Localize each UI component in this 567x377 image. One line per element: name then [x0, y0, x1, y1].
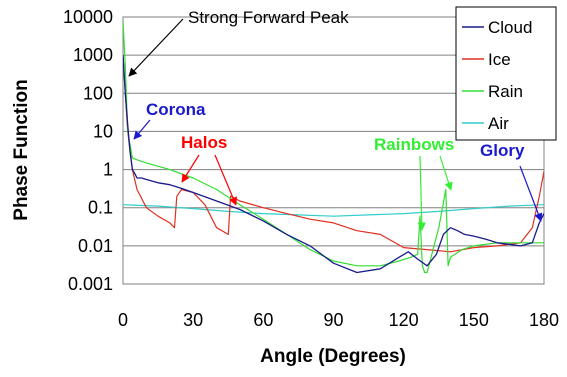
annotation-arrow	[133, 119, 151, 140]
annotation-arrow	[181, 154, 200, 183]
plot-frame	[122, 16, 545, 285]
annotation-arrow	[417, 155, 426, 231]
grid-layer	[123, 16, 544, 285]
x-axis-title: Angle (Degrees)	[260, 346, 406, 367]
annotation-label: Glory	[480, 141, 525, 160]
annotation-arrow	[214, 154, 237, 206]
legend-label-air: Air	[488, 114, 509, 133]
x-tick-label: 30	[183, 310, 203, 330]
x-tick-label: 90	[323, 310, 343, 330]
y-tick-label: 0.01	[78, 236, 113, 256]
legend: Cloud Ice Rain Air	[455, 6, 557, 141]
annotation-arrow	[519, 165, 543, 222]
y-tick-label: 1000	[73, 45, 113, 65]
annotation-label: Halos	[181, 133, 227, 152]
y-tick-label: 1	[103, 160, 113, 180]
y-tick-label: 10000	[63, 7, 113, 27]
legend-label-ice: Ice	[488, 50, 511, 69]
series-line-cloud	[123, 55, 544, 274]
y-axis-title: Phase Function	[11, 79, 32, 220]
x-tick-labels: 0 30 60 90 120 150 180	[118, 310, 559, 330]
annotation-layer: Strong Forward Peak Corona Halos Rainbows Gl…	[128, 8, 543, 231]
legend-box	[455, 6, 557, 141]
y-tick-label: 100	[83, 83, 113, 103]
x-tick-label: 0	[118, 310, 128, 330]
x-tick-label: 150	[459, 310, 489, 330]
series-line-air	[123, 204, 544, 217]
x-tick-label: 120	[389, 310, 419, 330]
legend-label-rain: Rain	[488, 82, 523, 101]
annotation-label: Corona	[146, 100, 206, 119]
x-tick-label: 60	[253, 310, 273, 330]
annotation-label: Rainbows	[374, 135, 454, 154]
y-tick-label: 0.1	[88, 198, 113, 218]
series-layer	[123, 20, 544, 274]
y-tick-label: 10	[93, 121, 113, 141]
x-tick-label: 180	[529, 310, 559, 330]
y-tick-labels: 0.001 0.01 0.1 1 10 100 1000 10000	[63, 7, 113, 294]
annotation-arrow	[439, 155, 453, 191]
annotation-label: Strong Forward Peak	[188, 8, 349, 27]
legend-label-cloud: Cloud	[488, 18, 532, 37]
annotation-arrow	[128, 18, 184, 77]
y-tick-label: 0.001	[68, 274, 113, 294]
